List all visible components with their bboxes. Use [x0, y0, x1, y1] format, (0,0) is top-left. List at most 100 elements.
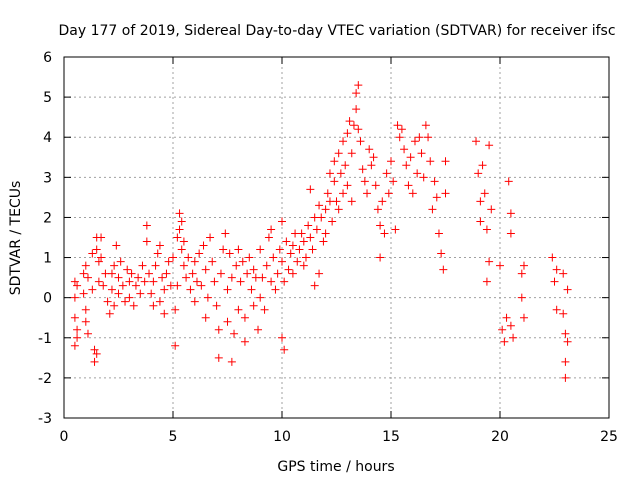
- data-point: [186, 285, 195, 294]
- data-point: [330, 157, 339, 166]
- data-point: [171, 305, 180, 314]
- data-point: [347, 149, 356, 158]
- data-point: [70, 277, 79, 286]
- data-point: [304, 221, 313, 230]
- y-axis-ticks: -3 -2 -1 0 1 2 3 4 5 6: [38, 50, 609, 427]
- data-point: [79, 289, 88, 298]
- data-point: [325, 169, 334, 178]
- data-point: [155, 297, 164, 306]
- data-point: [116, 257, 125, 266]
- data-point: [376, 253, 385, 262]
- data-point: [496, 261, 504, 270]
- data-points: [70, 81, 572, 382]
- data-point: [221, 229, 230, 238]
- grid-lines: [64, 57, 609, 418]
- data-point: [552, 305, 561, 314]
- data-point: [70, 293, 79, 302]
- data-point: [341, 161, 350, 170]
- data-point: [288, 269, 297, 278]
- data-point: [227, 357, 236, 366]
- data-point: [347, 197, 356, 206]
- data-point: [230, 329, 239, 338]
- data-point: [149, 301, 158, 310]
- data-point: [369, 153, 378, 162]
- data-point: [83, 329, 92, 338]
- data-point: [404, 181, 413, 190]
- data-point: [517, 293, 526, 302]
- y-tick-label: 1: [43, 251, 52, 267]
- data-point: [129, 301, 138, 310]
- y-tick-label: 3: [43, 170, 52, 186]
- data-point: [90, 357, 99, 366]
- data-point: [295, 245, 304, 254]
- data-point: [223, 285, 232, 294]
- data-point: [171, 341, 180, 350]
- data-point: [197, 281, 206, 290]
- data-point: [376, 221, 385, 230]
- data-point: [216, 269, 225, 278]
- data-point: [476, 217, 485, 226]
- y-axis-label: SDTVAR / TECUs: [8, 181, 24, 296]
- data-point: [552, 265, 561, 274]
- data-point: [373, 205, 382, 214]
- data-point: [367, 161, 376, 170]
- data-point: [175, 209, 184, 218]
- data-point: [260, 305, 269, 314]
- data-point: [563, 285, 572, 294]
- data-point: [256, 245, 265, 254]
- data-point: [232, 261, 241, 270]
- data-point: [88, 249, 97, 258]
- data-point: [476, 197, 485, 206]
- data-point: [358, 165, 367, 174]
- data-point: [145, 269, 154, 278]
- data-point: [410, 137, 419, 146]
- data-point: [275, 245, 284, 254]
- data-point: [114, 273, 123, 282]
- data-point: [70, 313, 79, 322]
- data-point: [223, 317, 232, 326]
- data-point: [195, 249, 204, 258]
- data-point: [269, 253, 278, 262]
- data-point: [173, 233, 182, 242]
- data-point: [107, 269, 116, 278]
- data-point: [83, 273, 92, 282]
- data-point: [262, 261, 271, 270]
- data-point: [393, 121, 402, 130]
- data-point: [480, 189, 489, 198]
- data-point: [271, 285, 280, 294]
- data-point: [441, 157, 450, 166]
- data-point: [487, 205, 496, 214]
- data-point: [153, 249, 162, 258]
- data-point: [138, 261, 147, 270]
- data-point: [297, 229, 306, 238]
- data-point: [188, 269, 197, 278]
- data-point: [315, 201, 324, 210]
- data-point: [182, 273, 191, 282]
- data-point: [413, 169, 422, 178]
- data-point: [308, 245, 317, 254]
- data-point: [175, 225, 184, 234]
- data-point: [317, 213, 326, 222]
- data-point: [179, 237, 188, 246]
- data-point: [428, 205, 437, 214]
- data-point: [236, 277, 245, 286]
- data-point: [249, 301, 258, 310]
- data-point: [125, 293, 134, 302]
- data-point: [273, 269, 282, 278]
- data-point: [140, 277, 149, 286]
- x-tick-label: 25: [600, 429, 618, 445]
- data-point: [70, 341, 79, 350]
- data-point: [249, 265, 258, 274]
- data-point: [192, 277, 201, 286]
- y-tick-label: 4: [43, 130, 52, 146]
- data-point: [397, 125, 406, 134]
- data-point: [162, 269, 171, 278]
- data-point: [371, 181, 380, 190]
- data-point: [419, 173, 428, 182]
- data-point: [485, 141, 494, 150]
- data-point: [400, 145, 409, 154]
- data-point: [334, 149, 343, 158]
- data-point: [382, 169, 391, 178]
- data-point: [112, 241, 121, 250]
- y-tick-label: 6: [43, 50, 52, 66]
